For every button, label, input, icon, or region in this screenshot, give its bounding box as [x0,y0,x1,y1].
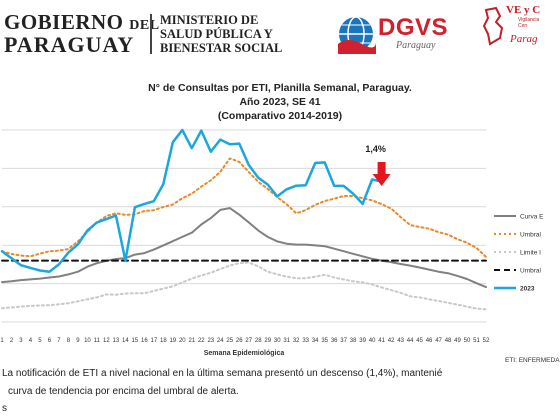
x-tick-label: 28 [255,338,262,344]
x-tick-label: 15 [132,338,139,344]
x-tick-label: 18 [160,338,167,344]
x-tick-label: 11 [94,338,101,344]
x-tick-label: 22 [198,338,205,344]
x-tick-label: 42 [388,338,395,344]
x-tick-label: 21 [188,338,195,344]
paraguay-map-icon [482,6,504,46]
summary-text-line3: s [2,403,7,414]
dgvs-subtitle: Paraguay [396,40,436,51]
legend-label: Curva E [520,214,544,221]
summary-text-line1: La notificación de ETI a nivel nacional … [2,368,443,379]
x-tick-label: 44 [407,338,414,344]
x-tick-label: 5 [38,338,42,344]
ministerio-line: SALUD PÚBLICA Y [160,27,273,41]
x-tick-label: 40 [369,338,376,344]
x-tick-label: 29 [264,338,271,344]
x-tick-label: 31 [283,338,290,344]
x-tick-label: 20 [179,338,186,344]
x-tick-label: 6 [48,338,52,344]
x-tick-label: 13 [113,338,120,344]
x-tick-label: 45 [416,338,423,344]
x-tick-label: 8 [67,338,71,344]
x-tick-label: 33 [302,338,309,344]
x-tick-label: 4 [29,338,33,344]
x-tick-label: 51 [473,338,480,344]
vey-subtitle-line: Vigilancia [518,17,540,23]
summary-text-line2: curva de tendencia por encima del umbral… [8,386,239,397]
dgvs-logo-text: DGVS [378,14,449,41]
series-line-2 [1,261,487,311]
x-tick-label: 19 [169,338,176,344]
legend-label: Limite I [520,250,541,257]
x-tick-label: 49 [454,338,461,344]
x-tick-label: 43 [397,338,404,344]
legend-label: 2023 [520,286,535,293]
x-tick-label: 3 [19,338,23,344]
x-tick-label: 41 [378,338,385,344]
ministerio-line: BIENESTAR SOCIAL [160,41,283,55]
x-tick-label: 47 [435,338,442,344]
header: GOBIERNO DEL PARAGUAY MINISTERIO DE SALU… [0,0,560,62]
x-tick-label: 38 [350,338,357,344]
x-tick-label: 36 [331,338,338,344]
x-tick-label: 12 [103,338,110,344]
x-tick-label: 37 [340,338,347,344]
x-tick-label: 34 [312,338,319,344]
x-tick-label: 16 [141,338,148,344]
series-line-4 [0,128,383,273]
x-tick-label: 7 [57,338,61,344]
chart-title-line1: N° de Consultas por ETI, Planilla Semana… [148,82,412,94]
series-line-1 [1,157,487,258]
x-tick-label: 30 [274,338,281,344]
x-tick-label: 39 [359,338,366,344]
x-tick-label: 26 [236,338,243,344]
x-tick-label: 48 [445,338,452,344]
x-tick-label: 1 [0,338,4,344]
x-tick-label: 32 [293,338,300,344]
x-tick-label: 46 [426,338,433,344]
x-tick-label: 24 [217,338,224,344]
vey-subtitle-line: Cen [518,23,528,29]
x-tick-label: 23 [207,338,214,344]
chart-title-line3: (Comparativo 2014-2019) [217,110,343,122]
x-tick-label: 52 [483,338,490,344]
x-tick-label: 2 [10,338,14,344]
dgvs-globe-icon [338,16,376,54]
ministerio-line: MINISTERIO DE [160,13,259,27]
x-tick-label: 10 [84,338,91,344]
legend-label: Umbral [520,232,542,239]
vey-title: VE y C [506,4,541,16]
x-tick-label: 25 [226,338,233,344]
legend-label: Umbral [520,268,542,275]
annotation-label: 1,4% [365,144,386,154]
vey-subtitle: Vigilancia Cen [518,17,539,29]
vey-paraguay: Parag [510,33,538,45]
gobierno-word: GOBIERNO [4,10,124,34]
x-tick-label: 50 [464,338,471,344]
series-line-0 [1,207,487,289]
x-tick-label: 17 [150,338,157,344]
eti-footnote: ETI: ENFERMEDA [505,357,560,364]
header-divider [150,14,152,54]
x-tick-label: 9 [76,338,80,344]
x-tick-label: 35 [321,338,328,344]
gobierno-logo-line2: PARAGUAY [4,32,135,57]
down-arrow-icon [372,162,391,186]
ministerio-name: MINISTERIO DE SALUD PÚBLICA Y BIENESTAR … [160,13,282,55]
x-tick-label: 27 [245,338,252,344]
chart-title-line2: Año 2023, SE 41 [239,96,321,108]
x-tick-label: 14 [122,338,129,344]
x-axis-label: Semana Epidemiológica [204,350,285,357]
